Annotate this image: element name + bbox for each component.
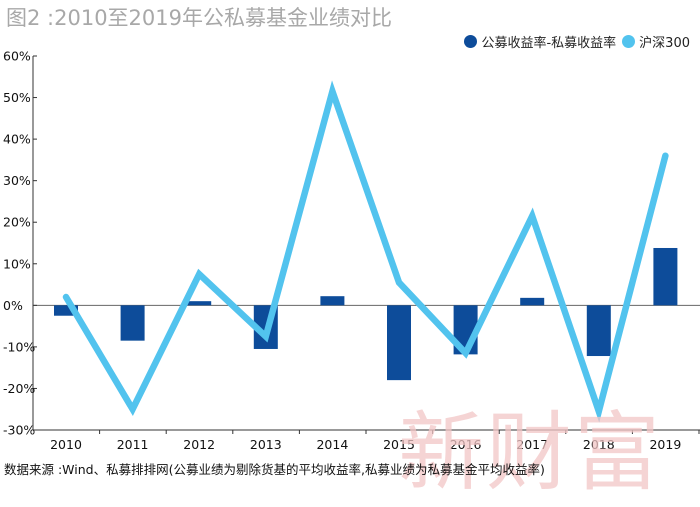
bar <box>187 301 212 306</box>
legend-item-bar: 公募收益率-私募收益率 <box>464 32 616 51</box>
bar <box>320 296 345 306</box>
y-tick-label: 60% <box>3 49 31 64</box>
bar <box>120 305 145 341</box>
x-tick-label: 2016 <box>450 437 482 452</box>
watermark: 新财富 <box>398 403 662 503</box>
line-point <box>65 296 67 299</box>
line-point <box>131 408 134 411</box>
x-tick-label: 2019 <box>649 437 681 452</box>
chart-title: 图2 :2010至2019年公私募基金业绩对比 <box>6 6 392 30</box>
source-note: 数据来源 :Wind、私募排排网(公募业绩为剔除货基的平均收益率,私募业绩为私募… <box>4 462 545 477</box>
bar <box>653 247 678 306</box>
line-point <box>597 410 600 413</box>
x-tick-label: 2013 <box>250 437 282 452</box>
y-tick-label: 50% <box>3 90 31 105</box>
y-tick-label: -10% <box>3 339 35 354</box>
x-tick-label: 2015 <box>383 437 415 452</box>
line-point <box>198 273 201 276</box>
y-tick-label: 30% <box>3 173 31 188</box>
line-point <box>398 281 400 284</box>
bar <box>520 297 545 306</box>
line-point <box>331 90 334 93</box>
y-tick-label: 40% <box>3 132 31 147</box>
x-tick-label: 2010 <box>50 437 82 452</box>
y-tick-label: -20% <box>3 381 35 396</box>
x-tick-label: 2012 <box>183 437 215 452</box>
y-tick-label: 20% <box>3 215 31 230</box>
y-tick-label: 0% <box>3 298 23 313</box>
x-tick-label: 2011 <box>117 437 149 452</box>
legend: 公募收益率-私募收益率 沪深300 <box>464 32 690 51</box>
legend-swatch-bar <box>464 35 478 48</box>
y-tick-label: -30% <box>3 423 35 438</box>
y-tick-label: 10% <box>3 256 31 271</box>
legend-label-line: 沪深300 <box>639 36 690 51</box>
chart-svg: 60% 50% 40% 30% 20% 10% 0% -10% -20% -30% 2010 2011… <box>3 49 700 452</box>
x-tick-label: 2018 <box>583 437 615 452</box>
x-tick-label: 2017 <box>516 437 548 452</box>
legend-item-line: 沪深300 <box>622 32 690 51</box>
line-point <box>464 352 467 355</box>
line-point <box>664 154 667 157</box>
bar <box>586 305 611 357</box>
x-tick-label: 2014 <box>316 437 348 452</box>
line-point <box>531 214 534 217</box>
series-line-hs300 <box>62 80 669 423</box>
line-point <box>264 335 267 338</box>
bar <box>387 305 411 381</box>
legend-swatch-line <box>622 35 636 48</box>
legend-label-bar: 公募收益率-私募收益率 <box>481 36 617 51</box>
bar <box>54 305 78 316</box>
